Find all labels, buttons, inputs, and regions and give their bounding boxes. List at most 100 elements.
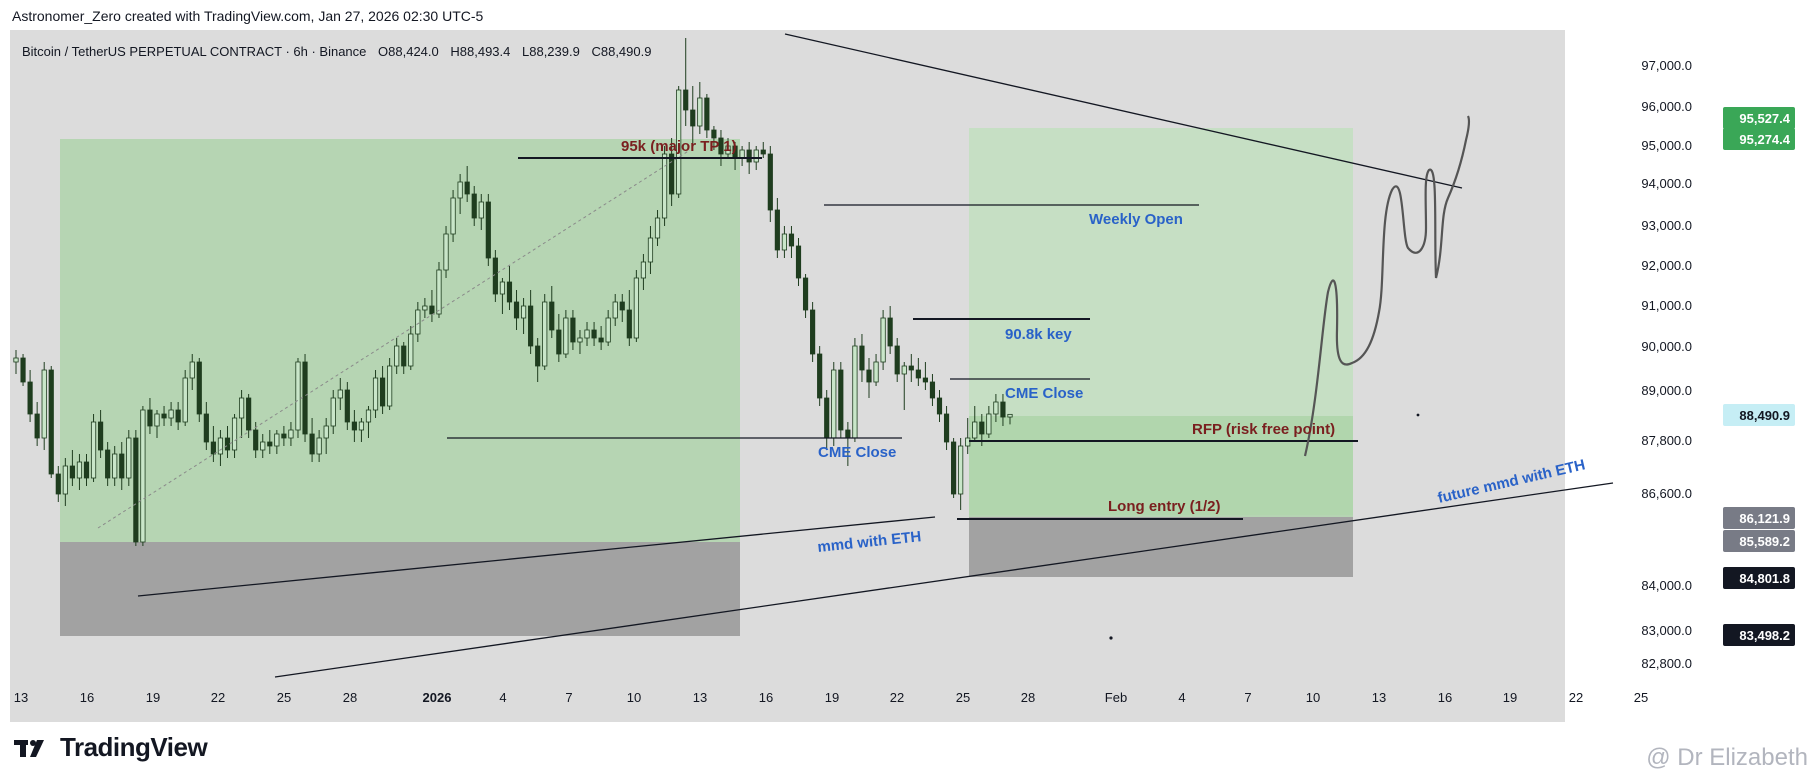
candle <box>1007 413 1013 425</box>
watermark-text: @ Dr Elizabeth <box>1646 744 1808 771</box>
candle-body <box>182 377 188 423</box>
time-tick-label: 4 <box>1178 690 1185 705</box>
candle-body <box>450 197 456 235</box>
candle-body <box>76 461 83 479</box>
candle-body <box>471 193 477 219</box>
candle-body <box>760 149 766 155</box>
candle <box>379 366 386 414</box>
candle-body <box>316 437 322 455</box>
candle <box>457 174 463 214</box>
candle <box>387 358 393 410</box>
candle-body <box>189 361 195 379</box>
candle <box>196 358 202 422</box>
candle-body <box>330 397 336 427</box>
candle <box>231 414 238 458</box>
candle-body <box>309 433 315 455</box>
candle <box>41 362 47 450</box>
candle-body <box>55 473 61 495</box>
candle-body <box>351 421 357 431</box>
candle-body <box>577 337 583 343</box>
candle-body <box>746 149 752 163</box>
candle <box>1000 394 1006 426</box>
candle-body <box>922 377 928 383</box>
candle-body <box>27 381 33 415</box>
candle-body <box>98 421 104 451</box>
candle <box>422 298 428 318</box>
candle-body <box>591 329 597 339</box>
annotation-90-8k-key: 90.8k key <box>1005 326 1072 343</box>
time-axis-ticks: 13 16 19 22 25 28 2026 4 7 10 13 16 19 22 25 28 Feb 4 7 10 1… <box>14 690 1648 705</box>
candle-body <box>661 153 668 219</box>
candle <box>626 290 632 346</box>
chart-attribution: Astronomer_Zero created with TradingView… <box>12 8 484 24</box>
candle <box>295 358 301 438</box>
candle-body <box>253 429 259 451</box>
candle-body <box>866 369 872 383</box>
price-tag-value: 83,498.2 <box>1739 628 1790 643</box>
candle-body <box>781 233 787 251</box>
candle <box>126 430 132 486</box>
candle-body <box>358 421 365 431</box>
candle-body <box>739 149 745 159</box>
tradingview-logo[interactable]: TradingView <box>14 732 208 763</box>
candle <box>993 394 999 422</box>
price-tag-bg <box>1723 128 1795 150</box>
candle-body <box>556 329 562 355</box>
candle-body <box>274 433 280 447</box>
candle <box>887 306 893 354</box>
candle <box>274 430 280 454</box>
candle-body <box>126 437 132 479</box>
price-tick-label: 83,000.0 <box>1641 623 1692 638</box>
candle-body <box>936 397 943 415</box>
candle <box>690 86 696 146</box>
candle-body <box>697 97 703 127</box>
price-tag-value: 95,527.4 <box>1739 111 1790 126</box>
candle <box>20 354 26 386</box>
candle-body <box>246 397 252 431</box>
candle-body <box>979 421 985 435</box>
price-tick-label: 89,000.0 <box>1641 383 1692 398</box>
time-tick-label: 25 <box>1634 690 1648 705</box>
candle <box>591 322 597 346</box>
time-axis-panel <box>10 684 1565 722</box>
right-green-zone <box>969 416 1353 517</box>
price-tag: 95,527.4 <box>1723 107 1795 129</box>
candle-body <box>654 217 661 239</box>
candle-body <box>1007 413 1013 418</box>
candle-body <box>908 365 914 371</box>
candle-body <box>690 109 696 127</box>
candle <box>619 294 625 322</box>
candle <box>281 426 287 446</box>
candle-body <box>34 413 40 439</box>
candle <box>802 274 809 318</box>
price-tag-value: 95,274.4 <box>1739 132 1790 147</box>
candle <box>929 374 936 406</box>
candle <box>647 226 654 274</box>
candle-body <box>436 269 442 315</box>
candle <box>27 370 33 422</box>
descending-trendline <box>784 33 1463 189</box>
candle <box>704 94 710 138</box>
candle <box>471 186 477 226</box>
candle <box>697 82 703 134</box>
candle <box>852 338 858 442</box>
time-tick-label: 7 <box>565 690 572 705</box>
price-tag: 86,121.9 <box>1723 507 1795 529</box>
candle-body <box>295 361 301 431</box>
candle <box>788 226 795 258</box>
candle-body <box>563 317 569 355</box>
candle <box>951 438 957 498</box>
candle-body <box>267 441 273 447</box>
candle <box>415 302 421 342</box>
candle <box>633 270 639 342</box>
candle-body <box>408 333 414 367</box>
candle <box>795 238 802 286</box>
time-tick-label: 16 <box>1438 690 1452 705</box>
candle <box>323 418 329 454</box>
candle-body <box>337 389 343 399</box>
annotation-long-entry: Long entry (1/2) <box>1108 498 1221 515</box>
candle <box>344 382 350 430</box>
ohlc-low-label: L <box>522 44 529 59</box>
ohlc-high: 88,493.4 <box>460 44 511 59</box>
